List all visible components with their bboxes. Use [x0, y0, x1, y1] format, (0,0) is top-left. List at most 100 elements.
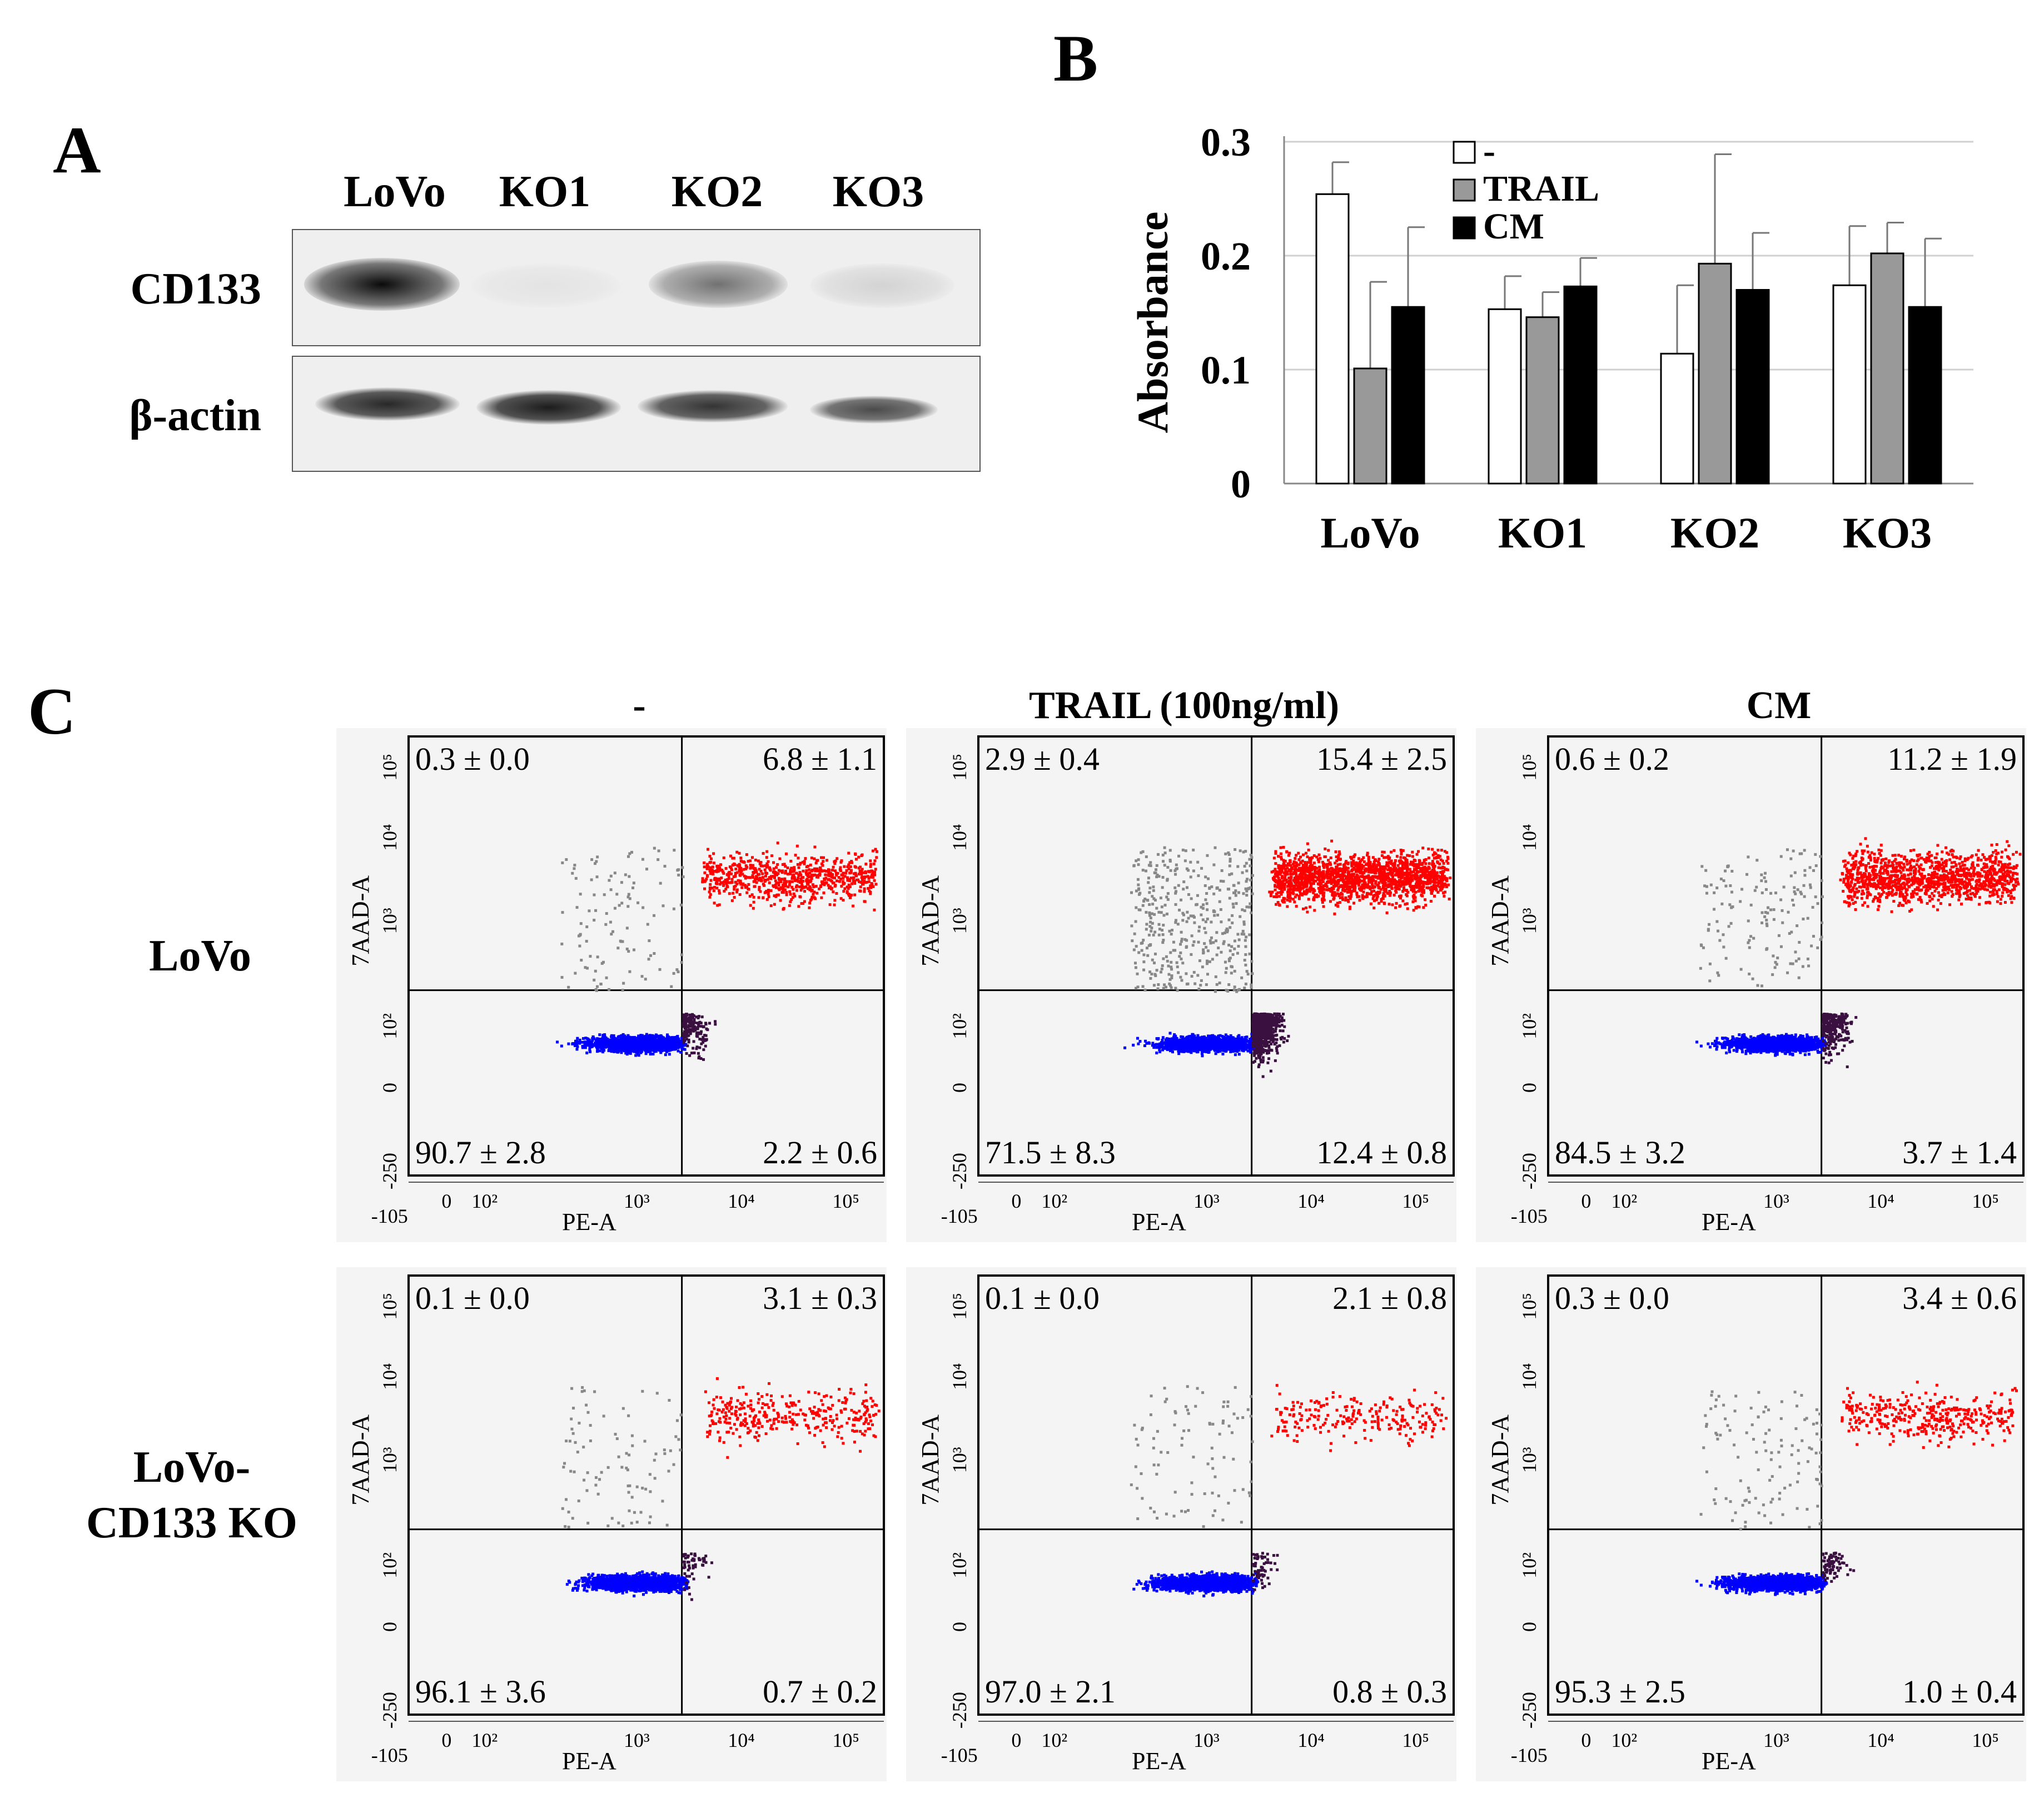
flow-event-dot — [1200, 1045, 1203, 1048]
flow-event-dot — [595, 1050, 599, 1053]
flow-event-dot — [1216, 1046, 1219, 1049]
flow-event-dot — [1231, 1037, 1235, 1040]
flow-event-dot — [1286, 1039, 1289, 1043]
flow-event-dot — [844, 871, 848, 875]
flow-event-dot — [703, 1039, 707, 1042]
flow-event-dot — [1237, 1047, 1240, 1050]
flow-event-dot — [1207, 1034, 1211, 1038]
flow-event-dot — [601, 1035, 605, 1038]
flow-event-dot — [695, 1045, 699, 1049]
flow-event-dot — [1196, 1034, 1200, 1037]
flow-event-dot — [1174, 1037, 1177, 1040]
flow-event-dot — [778, 878, 781, 881]
flow-event-dot — [650, 1034, 654, 1037]
flow-event-dot — [735, 882, 739, 885]
flow-event-dot — [697, 1017, 700, 1020]
flow-event-dot — [773, 903, 776, 906]
flow-event-dot — [733, 862, 736, 865]
flow-event-dot — [1143, 1044, 1146, 1047]
flow-event-dot — [615, 893, 619, 896]
flow-event-dot — [1234, 1053, 1237, 1057]
flow-event-dot — [616, 947, 620, 950]
flow-event-dot — [835, 874, 838, 877]
flow-event-dot — [603, 1049, 606, 1052]
flow-event-dot — [817, 873, 820, 876]
quadrant-percentage: 6.8 ± 1.1 — [763, 741, 877, 777]
flow-event-dot — [1249, 1043, 1252, 1046]
flow-event-dot — [809, 879, 813, 883]
flow-event-dot — [808, 888, 812, 891]
flow-event-dot — [611, 930, 614, 933]
flow-event-dot — [1281, 1029, 1285, 1033]
flow-event-dot — [1192, 1043, 1195, 1047]
flow-event-dot — [873, 908, 876, 912]
flow-event-dot — [795, 871, 798, 875]
flow-event-dot — [659, 1034, 663, 1037]
flow-event-dot — [705, 878, 708, 881]
flow-event-dot — [1188, 1050, 1191, 1053]
flow-event-dot — [734, 875, 737, 878]
flow-event-dot — [631, 886, 635, 889]
flow-event-dot — [645, 1047, 648, 1050]
flow-event-dot — [703, 871, 707, 874]
panel-c-letter: C — [28, 674, 76, 748]
flow-row-label-ko-line1: LoVo- — [133, 1443, 251, 1492]
flow-event-dot — [1188, 1039, 1191, 1042]
flow-event-dot — [859, 881, 863, 884]
flow-event-dot — [578, 1038, 581, 1042]
flow-event-dot — [655, 1039, 659, 1042]
flow-event-dot — [1202, 1050, 1206, 1053]
flow-event-dot — [753, 885, 757, 888]
flow-event-dot — [1188, 1045, 1192, 1049]
flow-event-dot — [1173, 1047, 1177, 1050]
flow-event-dot — [807, 865, 810, 868]
flow-event-dot — [857, 855, 861, 859]
flow-event-dot — [588, 1043, 591, 1047]
flow-event-dot — [1232, 1042, 1235, 1045]
flow-event-dot — [729, 881, 733, 884]
flow-event-dot — [718, 891, 721, 895]
flow-event-dot — [1170, 1039, 1173, 1042]
flow-event-dot — [627, 893, 630, 896]
flow-event-dot — [627, 950, 630, 953]
flow-event-dot — [1240, 1036, 1244, 1039]
flow-event-dot — [584, 1040, 587, 1044]
flow-event-dot — [591, 1036, 595, 1039]
flow-event-dot — [763, 880, 767, 883]
flow-event-dot — [744, 875, 748, 879]
flow-event-dot — [845, 869, 848, 872]
flow-event-dot — [767, 895, 770, 899]
flow-event-dot — [654, 1048, 658, 1051]
flow-event-dot — [1277, 1024, 1280, 1027]
flow-event-dot — [682, 1041, 685, 1044]
flow-event-dot — [788, 904, 791, 907]
flow-event-dot — [803, 860, 806, 863]
flow-event-dot — [608, 879, 611, 882]
flow-event-dot — [682, 1020, 685, 1024]
flow-event-dot — [692, 1014, 695, 1017]
flow-event-dot — [614, 1037, 618, 1040]
flow-event-dot — [1152, 1046, 1156, 1049]
cd133-band — [471, 263, 621, 308]
flow-column-title: CM — [1746, 684, 1812, 727]
flow-event-dot — [651, 1041, 654, 1044]
flow-event-dot — [619, 1034, 623, 1038]
flow-event-dot — [822, 856, 825, 859]
flow-event-dot — [795, 889, 798, 892]
flow-event-dot — [673, 1045, 677, 1049]
flow-event-dot — [714, 1020, 717, 1023]
flow-event-dot — [793, 866, 796, 869]
flow-event-dot — [850, 860, 853, 863]
flow-event-dot — [684, 1024, 688, 1028]
flow-event-dot — [777, 887, 780, 890]
flow-event-dot — [863, 876, 866, 880]
flow-event-dot — [792, 892, 795, 895]
flow-event-dot — [687, 1019, 690, 1022]
flow-event-dot — [801, 879, 804, 883]
flow-event-dot — [674, 1043, 678, 1046]
flow-event-dot — [1210, 1035, 1213, 1038]
flow-event-dot — [632, 1046, 635, 1049]
flow-event-dot — [835, 879, 839, 883]
flow-event-dot — [1219, 1049, 1222, 1053]
flow-event-dot — [847, 883, 851, 886]
